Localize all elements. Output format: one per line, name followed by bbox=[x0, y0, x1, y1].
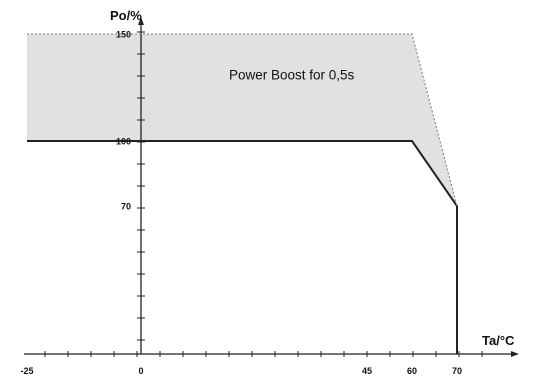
y-axis-title: Po/% bbox=[110, 8, 142, 23]
y-tick-label: 100 bbox=[116, 137, 131, 147]
power-boost-region bbox=[27, 34, 457, 206]
y-tick-label: 70 bbox=[121, 202, 131, 212]
x-tick-label: 45 bbox=[362, 366, 372, 376]
x-tick-label: 60 bbox=[407, 366, 417, 376]
x-tick-label: -25 bbox=[20, 366, 33, 376]
y-axis-arrow bbox=[138, 17, 144, 25]
x-tick-label: 0 bbox=[138, 366, 143, 376]
tick-marks bbox=[44, 31, 483, 357]
series-lines bbox=[27, 33, 458, 354]
axes bbox=[24, 17, 519, 357]
boost-limit-line bbox=[27, 33, 458, 207]
x-axis-arrow bbox=[511, 351, 519, 357]
power-boost-region-layer bbox=[27, 34, 457, 206]
y-tick-label: 150 bbox=[116, 30, 131, 40]
x-axis-title: Ta/°C bbox=[482, 333, 515, 348]
derating-curve bbox=[27, 140, 458, 354]
x-tick-label: 70 bbox=[452, 366, 462, 376]
power-boost-annotation: Power Boost for 0,5s bbox=[229, 68, 355, 83]
tick-labels: -25 0 45 60 70 70 100 150 bbox=[20, 30, 462, 377]
